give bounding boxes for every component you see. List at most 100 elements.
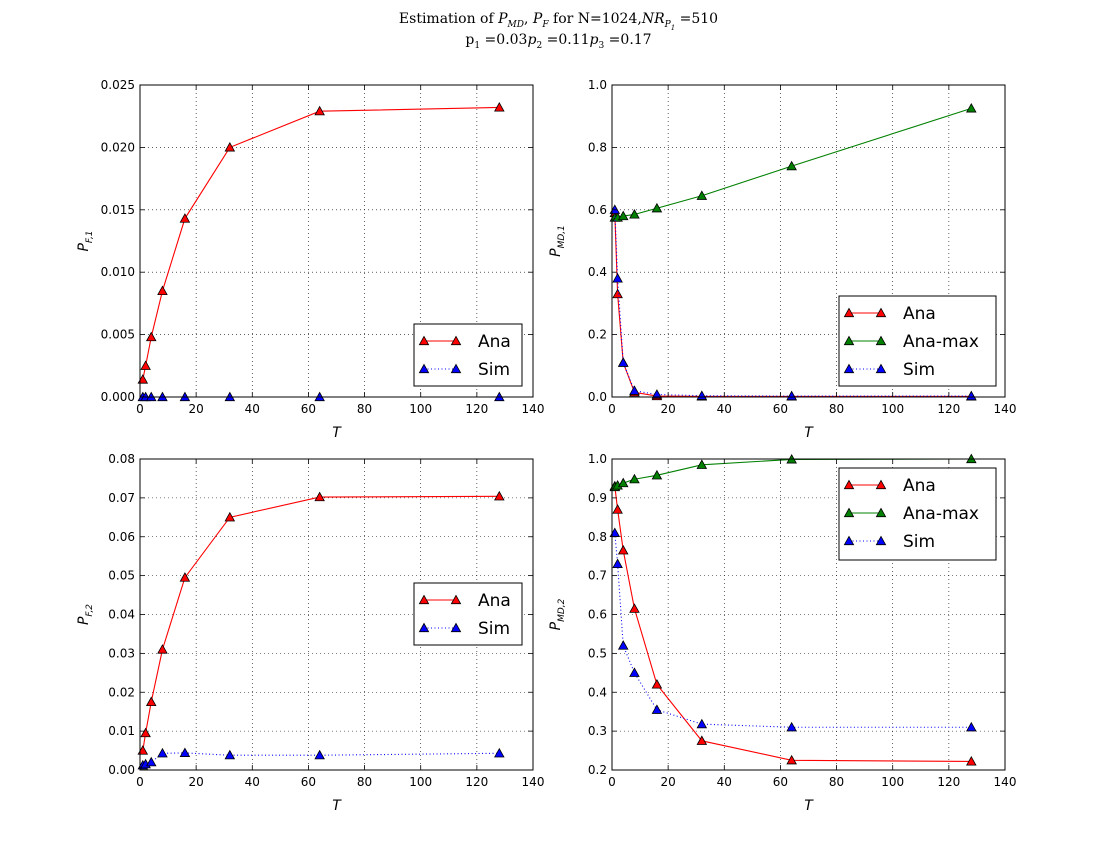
- legend-label-ana-max: Ana-max: [903, 332, 979, 352]
- y-tick-label: 0.01: [108, 724, 135, 738]
- legend-marker-ana: [843, 307, 855, 318]
- legend: Ana Ana-max Sim: [838, 467, 997, 561]
- x-tick-label: 80: [357, 402, 372, 416]
- legend-marker-sim: [875, 363, 887, 374]
- figure-title-line1: Estimation of PMD, PF for N=1024,NRP1 =5…: [398, 11, 719, 32]
- x-tick-label: 140: [994, 402, 1017, 416]
- legend-label-sim: Sim: [903, 360, 935, 380]
- y-tick-label: 1.0: [588, 452, 607, 466]
- x-tick-label: 80: [357, 775, 372, 789]
- legend-frame: [413, 582, 523, 646]
- x-tick-label: 120: [465, 402, 488, 416]
- y-tick-label: 0.7: [588, 569, 607, 583]
- y-tick-label: 0.03: [108, 646, 135, 660]
- y-tick-label: 0.2: [588, 328, 607, 342]
- data-point-sim: [696, 390, 708, 400]
- legend-marker-ana: [875, 307, 887, 318]
- data-point-ana: [137, 374, 149, 384]
- legend-marker-ana: [450, 594, 462, 605]
- y-axis-label: PF,1: [76, 230, 95, 251]
- x-axis-label: T: [332, 425, 342, 441]
- data-point-ana: [137, 745, 149, 755]
- legend-label-ana: Ana: [903, 476, 936, 496]
- y-tick-label: 0.00: [108, 763, 135, 777]
- data-point-ana: [145, 331, 157, 342]
- data-point-ana: [617, 544, 629, 555]
- legend-marker-sim: [843, 535, 855, 546]
- legend: Ana Sim: [413, 582, 523, 646]
- y-axis-label: PMD,2: [548, 598, 567, 630]
- y-tick-label: 0.4: [588, 685, 607, 699]
- legend-marker-ana: [418, 335, 430, 346]
- data-point-ana-max: [629, 473, 640, 484]
- series-line-ana: [142, 495, 500, 751]
- y-tick-label: 0.02: [108, 685, 135, 699]
- y-tick-label: 0.07: [108, 491, 135, 505]
- y-tick-label: 0.0: [588, 390, 607, 404]
- data-point-ana-max: [617, 210, 629, 221]
- y-tick-label: 0.04: [108, 608, 135, 622]
- x-tick-label: 0: [136, 402, 144, 416]
- x-tick-label: 60: [301, 402, 316, 416]
- data-point-ana: [696, 735, 708, 745]
- y-axis-label: PMD,1: [548, 225, 567, 257]
- data-point-ana-max: [651, 202, 663, 213]
- legend-label-sim: Sim: [478, 619, 510, 639]
- x-tick-label: 140: [522, 775, 545, 789]
- data-point-ana-max: [696, 459, 708, 469]
- chart-panel-4: 0 20 40 60 80 100 120 140 0.2 0.3 0.4 0.5 0.6 0.7 0.8 0…: [548, 452, 1016, 814]
- data-point-sim: [629, 385, 640, 395]
- y-axis-label: PF,2: [76, 604, 95, 625]
- data-point-ana: [157, 644, 168, 654]
- data-point-sim: [696, 718, 708, 729]
- data-point-ana: [314, 105, 325, 116]
- y-tick-label: 0.8: [588, 140, 607, 154]
- x-axis-label: T: [804, 425, 814, 441]
- chart-panel-3: 0 20 40 60 80 100 120 140 0.00 0.01 0.02 0.03 0.04 0.…: [76, 452, 544, 814]
- y-tick-label: 0.8: [588, 530, 607, 544]
- y-tick-label: 0.010: [101, 265, 135, 279]
- data-point-ana: [224, 141, 236, 152]
- data-point-sim: [629, 667, 640, 677]
- data-point-ana: [494, 490, 505, 501]
- x-tick-label: 120: [937, 402, 960, 416]
- data-point-sim: [145, 756, 157, 767]
- data-point-ana: [224, 511, 236, 522]
- legend-marker-sim: [450, 363, 462, 374]
- x-tick-label: 60: [773, 775, 788, 789]
- data-point-ana-max: [651, 469, 663, 480]
- axes-frame: [611, 84, 1006, 398]
- legend-marker-ana-max: [875, 507, 887, 518]
- chart-panel-2: 0 20 40 60 80 100 120 140 0.0 0.2 0.4 0.6 0.8 1.0 T PMD…: [548, 78, 1016, 441]
- y-tick-label: 0.06: [108, 530, 135, 544]
- legend-marker-ana: [843, 479, 855, 490]
- data-point-ana-max: [966, 102, 977, 113]
- y-tick-label: 0.015: [101, 203, 135, 217]
- x-tick-label: 100: [881, 402, 904, 416]
- data-point-sim: [612, 273, 623, 283]
- legend-marker-sim: [450, 622, 462, 633]
- legend-marker-ana-max: [875, 335, 887, 346]
- data-point-sim: [786, 721, 797, 732]
- data-point-sim: [966, 390, 977, 401]
- x-tick-label: 40: [245, 402, 260, 416]
- data-point-ana: [494, 102, 505, 112]
- x-tick-label: 60: [301, 775, 316, 789]
- y-tick-label: 0.4: [588, 265, 607, 279]
- data-point-ana-max: [786, 160, 797, 171]
- data-point-sim: [157, 747, 168, 758]
- x-axis-label: T: [332, 798, 342, 814]
- legend-label-sim: Sim: [478, 360, 510, 380]
- data-point-ana: [786, 754, 797, 765]
- data-point-sim: [617, 357, 629, 367]
- x-tick-label: 40: [245, 775, 260, 789]
- x-axis-label: T: [804, 798, 814, 814]
- data-point-ana-max: [629, 209, 640, 219]
- x-tick-label: 20: [661, 775, 676, 789]
- data-point-sim: [224, 749, 236, 760]
- data-point-ana-max: [617, 477, 629, 488]
- x-tick-label: 40: [717, 775, 732, 789]
- y-tick-label: 0.3: [588, 724, 607, 738]
- data-point-sim: [314, 749, 325, 760]
- axes-frame: [139, 84, 534, 398]
